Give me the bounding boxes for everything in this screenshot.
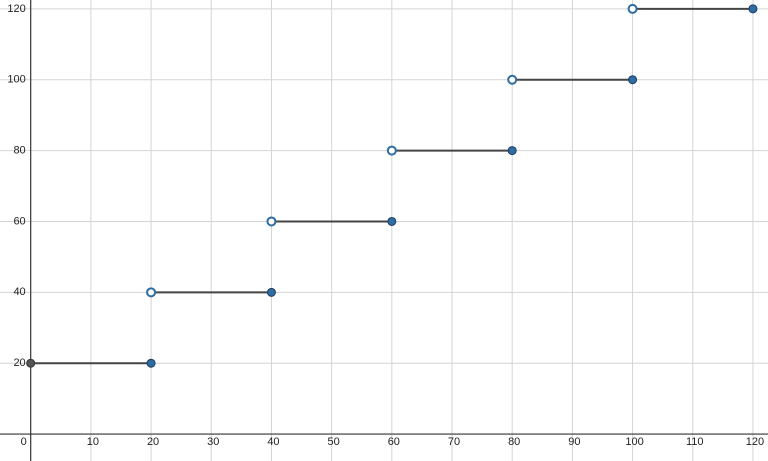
open-endpoint xyxy=(507,74,518,85)
closed-endpoint xyxy=(628,75,638,85)
x-tick-label: 20 xyxy=(147,436,159,448)
x-tick-label: 0 xyxy=(21,436,27,448)
open-endpoint xyxy=(146,287,157,298)
x-tick-label: 40 xyxy=(267,436,279,448)
closed-endpoint xyxy=(26,358,36,368)
closed-endpoint xyxy=(748,4,758,14)
open-endpoint xyxy=(266,216,277,227)
open-endpoint xyxy=(386,145,397,156)
x-tick-label: 30 xyxy=(207,436,219,448)
y-tick-label: 80 xyxy=(13,145,25,157)
closed-endpoint xyxy=(387,216,397,226)
x-tick-label: 110 xyxy=(686,436,704,448)
y-tick-label: 60 xyxy=(13,215,25,227)
x-tick-label: 120 xyxy=(746,436,764,448)
y-tick-label: 40 xyxy=(13,286,25,298)
x-tick-label: 70 xyxy=(448,436,460,448)
x-tick-label: 50 xyxy=(328,436,340,448)
x-tick-label: 10 xyxy=(87,436,99,448)
x-tick-label: 60 xyxy=(388,436,400,448)
y-tick-label: 100 xyxy=(7,74,25,86)
closed-endpoint xyxy=(507,146,517,156)
closed-endpoint xyxy=(146,358,156,368)
open-endpoint xyxy=(627,3,638,14)
x-tick-label: 100 xyxy=(625,436,643,448)
x-tick-label: 90 xyxy=(568,436,580,448)
y-tick-label: 20 xyxy=(13,357,25,369)
closed-endpoint xyxy=(266,287,276,297)
x-tick-label: 80 xyxy=(508,436,520,448)
y-tick-label: 120 xyxy=(7,3,25,15)
